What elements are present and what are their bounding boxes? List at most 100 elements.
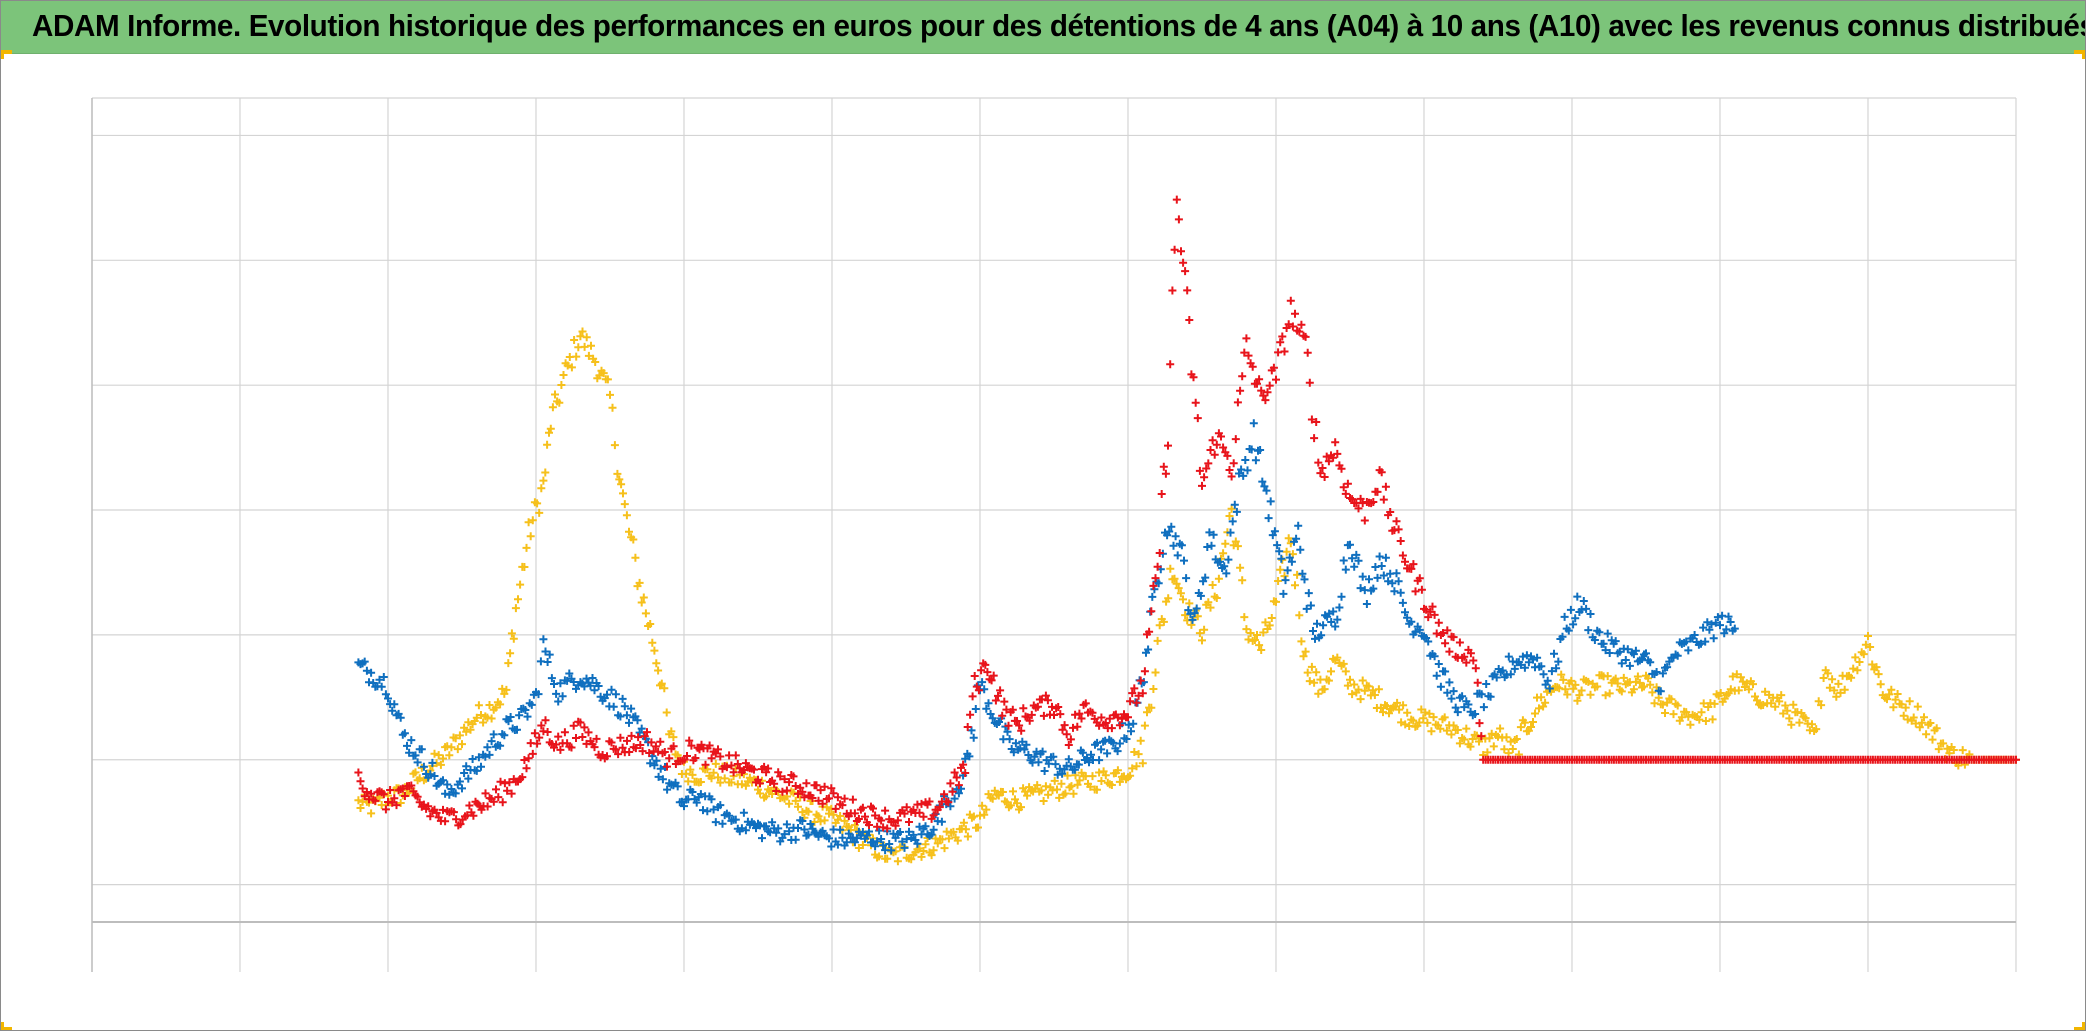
data-point xyxy=(622,511,631,520)
data-point xyxy=(530,729,539,738)
data-point xyxy=(929,846,938,855)
data-point xyxy=(727,778,736,787)
data-point xyxy=(660,684,669,693)
data-point xyxy=(1506,737,1515,746)
data-point xyxy=(1259,628,1268,637)
data-point xyxy=(921,840,930,849)
data-point xyxy=(1058,769,1067,778)
data-point xyxy=(915,808,924,817)
data-point xyxy=(1690,631,1699,639)
data-point xyxy=(1316,469,1325,478)
data-point xyxy=(654,666,663,675)
data-point xyxy=(669,742,678,751)
data-point xyxy=(1734,686,1743,695)
data-point xyxy=(905,827,913,836)
data-point xyxy=(662,708,671,717)
data-point xyxy=(1771,702,1780,711)
data-point xyxy=(1397,718,1406,727)
data-point xyxy=(453,745,462,754)
data-point xyxy=(590,686,599,695)
data-point xyxy=(969,733,978,742)
data-point xyxy=(785,827,794,836)
data-point xyxy=(518,773,527,782)
data-point xyxy=(584,351,593,360)
data-point xyxy=(407,781,416,790)
data-point xyxy=(631,553,640,562)
data-point xyxy=(921,822,930,831)
data-point xyxy=(1200,473,1209,482)
data-point xyxy=(877,816,886,825)
data-point xyxy=(1073,780,1082,789)
data-point xyxy=(1483,748,1492,757)
data-point xyxy=(1236,386,1245,395)
data-point xyxy=(949,827,958,836)
data-point xyxy=(528,516,537,525)
data-point xyxy=(850,809,859,818)
data-point xyxy=(640,732,649,741)
data-point xyxy=(445,790,454,799)
data-point xyxy=(1586,690,1595,699)
data-point xyxy=(709,805,718,814)
data-point xyxy=(798,817,807,825)
data-point xyxy=(1097,713,1106,722)
data-point xyxy=(998,711,1007,720)
data-point xyxy=(1789,700,1798,709)
data-point xyxy=(462,762,471,771)
data-point xyxy=(663,762,671,771)
data-point xyxy=(1686,720,1695,729)
data-point xyxy=(1153,562,1162,571)
data-point xyxy=(1667,695,1676,704)
data-point xyxy=(1571,614,1580,623)
data-point xyxy=(1168,286,1177,295)
data-point xyxy=(1005,735,1014,744)
data-point xyxy=(556,745,565,754)
data-point xyxy=(1398,551,1407,560)
data-point xyxy=(1195,629,1204,638)
data-point xyxy=(432,808,441,817)
data-point xyxy=(1409,716,1418,725)
data-point xyxy=(1849,664,1858,673)
data-point xyxy=(1451,703,1460,712)
data-point xyxy=(1458,692,1467,701)
data-point xyxy=(768,818,777,827)
data-point xyxy=(1201,573,1210,582)
data-point xyxy=(1309,627,1317,635)
data-point xyxy=(536,657,545,666)
data-point xyxy=(983,668,992,677)
data-point xyxy=(725,751,734,760)
corner-mark-bottom-right-v xyxy=(2082,1022,2086,1031)
data-point xyxy=(1274,577,1283,585)
data-point xyxy=(455,731,464,740)
data-point xyxy=(1554,657,1563,666)
data-point xyxy=(1255,641,1264,650)
data-point xyxy=(1392,517,1401,526)
data-point xyxy=(1040,767,1049,775)
data-point xyxy=(986,710,995,718)
data-point xyxy=(506,649,515,658)
data-point xyxy=(1097,777,1106,785)
data-point xyxy=(1697,639,1705,648)
data-point xyxy=(1365,575,1373,584)
data-point xyxy=(1310,434,1319,443)
data-point xyxy=(1473,678,1482,687)
data-point xyxy=(1500,745,1509,754)
data-point xyxy=(707,754,716,763)
data-point xyxy=(1095,756,1104,765)
data-point xyxy=(1314,689,1323,698)
data-point xyxy=(494,793,503,802)
data-point xyxy=(1876,680,1885,689)
data-point xyxy=(1644,674,1653,683)
data-point xyxy=(780,775,789,784)
data-point xyxy=(485,750,494,759)
data-point xyxy=(1278,332,1287,341)
data-point xyxy=(1257,386,1266,395)
data-point xyxy=(1949,746,1958,754)
data-point xyxy=(379,790,388,799)
data-point xyxy=(1236,563,1245,572)
data-point xyxy=(1167,522,1176,531)
data-point xyxy=(1107,724,1116,733)
data-point xyxy=(1699,623,1708,632)
data-point xyxy=(1695,715,1704,724)
data-point xyxy=(1722,625,1731,634)
data-point xyxy=(377,682,386,691)
